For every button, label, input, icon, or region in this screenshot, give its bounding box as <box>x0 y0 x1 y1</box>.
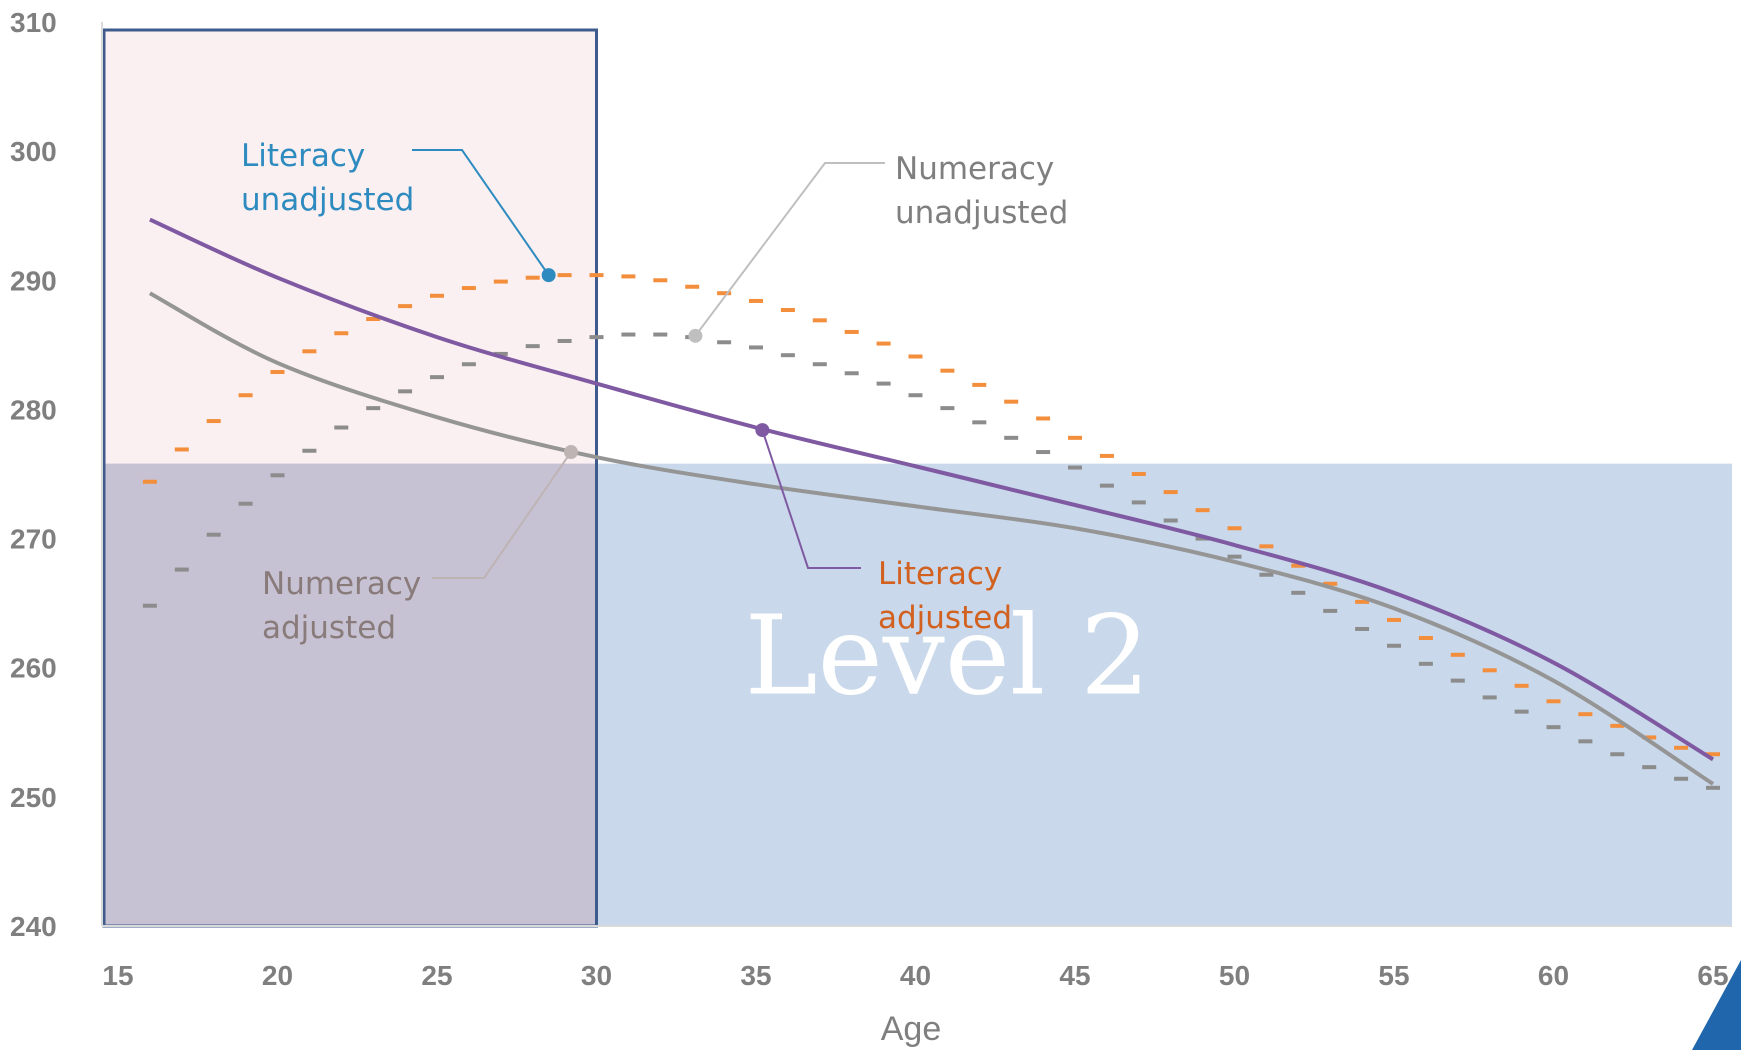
annotation-literacy-adjusted-line: adjusted <box>878 600 1012 636</box>
y-tick-label: 290 <box>10 265 57 296</box>
chart-annotations: Literacy unadjusted Numeracy unadjusted Nume… <box>241 138 1068 646</box>
y-tick-label: 310 <box>10 7 57 38</box>
x-tick-label: 35 <box>740 960 771 991</box>
x-tick-label: 50 <box>1219 960 1250 991</box>
y-tick-label: 280 <box>10 394 57 425</box>
marker-literacy-adjusted <box>755 423 770 438</box>
x-tick-label: 15 <box>102 960 133 991</box>
leader-numeracy-unadjusted <box>694 162 885 337</box>
annotation-literacy-unadjusted-line: Literacy <box>241 138 365 174</box>
annotation-numeracy-adjusted-line: adjusted <box>262 610 396 646</box>
annotation-numeracy-adjusted-line: Numeracy <box>262 566 421 602</box>
marker-literacy-unadjusted <box>541 268 556 283</box>
x-tick-label: 30 <box>581 960 612 991</box>
x-tick-label: 45 <box>1059 960 1090 991</box>
line-numeracy-adjusted <box>148 291 1715 786</box>
y-tick-label: 270 <box>10 524 57 555</box>
annotation-literacy-adjusted-line: Literacy <box>878 556 1002 592</box>
marker-numeracy-adjusted <box>563 445 578 460</box>
x-tick-label: 25 <box>421 960 452 991</box>
region-label-level-2: Level 2 <box>745 591 1151 719</box>
y-tick-label: 300 <box>10 136 57 167</box>
corner-decoration <box>1692 960 1741 1050</box>
chart-series <box>142 217 1720 790</box>
chart-axes <box>101 22 1732 927</box>
region-overlap <box>105 463 595 925</box>
leader-literacy-adjusted <box>761 429 861 569</box>
leader-numeracy-adjusted <box>432 451 572 579</box>
line-literacy-adjusted <box>149 217 1715 762</box>
annotation-numeracy-unadjusted-line: Numeracy <box>895 151 1054 187</box>
y-tick-label: 240 <box>10 911 57 942</box>
y-tick-labels: 240 250 260 270 280 290 300 310 <box>10 7 57 942</box>
y-tick-label: 260 <box>10 653 57 684</box>
annotation-numeracy-unadjusted-line: unadjusted <box>895 195 1068 231</box>
x-tick-label: 55 <box>1378 960 1409 991</box>
marker-numeracy-unadjusted <box>688 328 703 343</box>
x-axis-title: Age <box>881 1010 942 1048</box>
x-tick-label: 60 <box>1538 960 1569 991</box>
annotation-literacy-unadjusted-line: unadjusted <box>241 182 414 218</box>
y-tick-label: 250 <box>10 782 57 813</box>
leader-literacy-unadjusted <box>412 149 550 276</box>
x-tick-label: 65 <box>1697 960 1728 991</box>
x-tick-label: 40 <box>900 960 931 991</box>
chart-regions: Level 2 <box>102 28 1732 928</box>
x-tick-labels: 15 20 25 30 35 40 45 50 55 60 65 <box>102 960 1728 991</box>
x-tick-label: 20 <box>262 960 293 991</box>
